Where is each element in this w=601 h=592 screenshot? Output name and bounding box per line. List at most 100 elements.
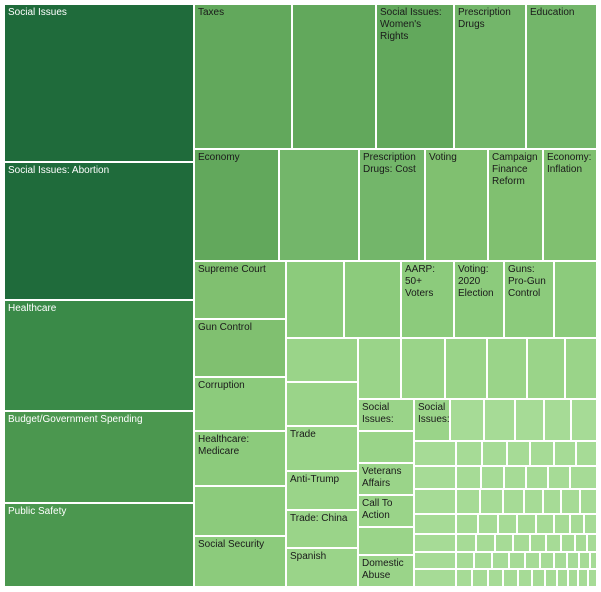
treemap-cell [536,514,554,534]
treemap-cell-label: Gun Control [198,322,252,333]
treemap-cell [588,569,597,587]
treemap-cell-label: Education [530,7,575,18]
treemap-cell-label: Prescription Drugs [458,7,511,30]
treemap-cell [527,338,565,399]
treemap-cell [445,338,487,399]
treemap-cell-guns-pro-gun-control: Guns: Pro-Gun Control [504,261,554,338]
treemap-cell [543,489,561,514]
treemap-cell [570,514,584,534]
treemap-cell [565,338,597,399]
treemap-cell [292,4,376,149]
treemap-cell-social-security: Social Security [194,536,286,587]
treemap-cell [544,399,571,441]
treemap-cell-label: Campaign Finance Reform [492,152,538,187]
treemap-cell [456,441,482,466]
treemap-cell [532,569,545,587]
treemap-cell-veterans-affairs: Veterans Affairs [358,463,414,495]
treemap-cell [567,552,579,569]
treemap-cell-label: Budget/Government Spending [8,414,143,425]
treemap-cell-label: Social Issues: [362,402,394,425]
treemap-cell [525,552,540,569]
treemap-cell [456,534,476,552]
treemap-cell [472,569,488,587]
treemap-cell-taxes: Taxes [194,4,292,149]
treemap-cell-social-issues-abortion: Social Issues: Abortion [4,162,194,300]
treemap-cell [503,489,524,514]
treemap-cell [286,382,358,426]
treemap-cell-prescription-drugs: Prescription Drugs [454,4,526,149]
treemap-cell [517,514,536,534]
treemap-cell [587,534,597,552]
treemap-cell [358,527,414,555]
treemap-cell [414,552,456,569]
treemap-cell [561,534,575,552]
treemap-cell-label: Supreme Court [198,264,266,275]
treemap-cell-label: Social Security [198,539,265,550]
treemap-cell-supreme-court: Supreme Court [194,261,286,319]
treemap-cell [570,466,597,489]
treemap-cell [548,466,570,489]
treemap-cell [456,514,478,534]
treemap-cell-trade: Trade [286,426,358,471]
treemap-cell-label: Corruption [198,380,245,391]
treemap-cell [554,552,567,569]
treemap-cell [456,552,474,569]
treemap-cell [474,552,492,569]
treemap-cell [476,534,495,552]
treemap-cell-label: Spanish [290,551,327,562]
treemap-cell [530,441,554,466]
treemap-cell-trade-china: Trade: China [286,510,358,548]
treemap-cell-public-safety: Public Safety [4,503,194,587]
treemap-cell-voting: Voting [425,149,488,261]
treemap-cell [414,569,456,587]
treemap-cell-label: Guns: Pro-Gun Control [508,264,546,299]
treemap-cell [450,399,484,441]
treemap-cell [584,514,597,534]
treemap-cell [526,466,548,489]
treemap-cell-label: Healthcare: Medicare [198,434,250,457]
treemap-cell [414,489,456,514]
treemap-cell-healthcare: Healthcare [4,300,194,411]
treemap-cell [344,261,401,338]
treemap-cell [358,338,401,399]
treemap-cell [414,466,456,489]
treemap-cell-label: Trade: China [290,513,348,524]
treemap-cell [414,514,456,534]
treemap-cell [495,534,513,552]
treemap-cell-economy: Economy [194,149,279,261]
treemap-cell-budget-government-spending: Budget/Government Spending [4,411,194,503]
treemap-cell-label: Social Issues [8,7,67,18]
treemap-cell-healthcare-medicare: Healthcare: Medicare [194,431,286,486]
treemap-cell-voting-2020-election: Voting: 2020 Election [454,261,504,338]
treemap-cell-label: AARP: 50+ Voters [405,264,436,299]
treemap-cell [554,441,576,466]
treemap-cell [456,466,481,489]
treemap-cell-label: Public Safety [8,506,67,517]
treemap-cell-prescription-drugs-cost: Prescription Drugs: Cost [359,149,425,261]
treemap-cell-anti-trump: Anti-Trump [286,471,358,510]
treemap-cell [513,534,530,552]
treemap-cell [487,338,527,399]
treemap-cell-label: Trade [290,429,316,440]
treemap-cell [279,149,359,261]
treemap-cell-label: Taxes [198,7,225,18]
treemap-cell [286,338,358,382]
treemap-cell [482,441,507,466]
treemap-cell-label: Veterans Affairs [362,466,402,489]
treemap-cell-economy-inflation: Economy: Inflation [543,149,597,261]
treemap-cell-spanish: Spanish [286,548,358,587]
treemap-cell [503,569,518,587]
treemap-cell [194,486,286,536]
treemap-cell-call-to-action: Call To Action [358,495,414,527]
treemap-cell-label: Social Issues: [418,402,450,425]
treemap-cell-campaign-finance-reform: Campaign Finance Reform [488,149,543,261]
treemap-cell-label: Voting [429,152,457,163]
treemap-cell-label: Voting: 2020 Election [458,264,494,299]
treemap-cell [509,552,525,569]
treemap-cell [540,552,554,569]
treemap-cell [579,552,590,569]
treemap-cell-label: Economy: Inflation [547,152,592,175]
treemap-cell [576,441,597,466]
treemap-cell [504,466,526,489]
